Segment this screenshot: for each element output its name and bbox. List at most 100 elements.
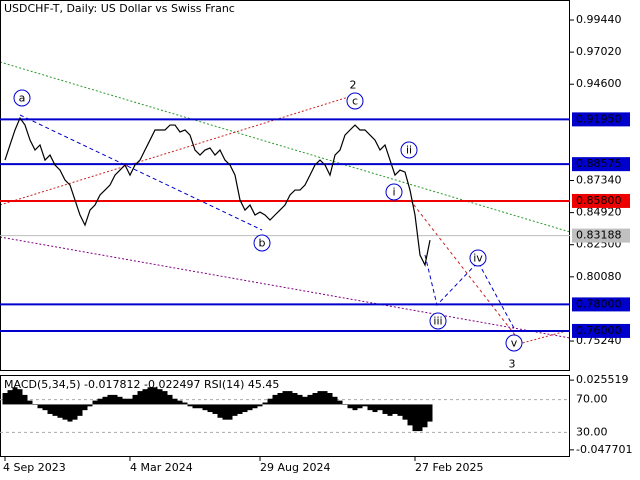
macd-bar xyxy=(77,404,83,416)
plot-frame xyxy=(0,0,570,371)
macd-bar xyxy=(372,404,378,413)
macd-bar xyxy=(287,391,293,405)
macd-bar xyxy=(172,398,178,405)
level-label: 0.88575 xyxy=(576,157,622,170)
chart-title: USDCHF-T, Daily: US Dollar vs Swiss Fran… xyxy=(4,2,235,15)
macd-bar xyxy=(362,404,368,407)
macd-bar xyxy=(2,393,8,405)
wave-circle xyxy=(13,89,31,107)
level-label: 0.85800 xyxy=(576,194,622,207)
macd-bar xyxy=(102,396,108,405)
macd-bar xyxy=(32,404,38,405)
macd-bar xyxy=(157,389,163,405)
wave-label: ii xyxy=(406,144,412,157)
macd-bar xyxy=(192,404,198,409)
macd-bar xyxy=(392,404,398,414)
macd-bar xyxy=(197,404,203,409)
macd-bar xyxy=(407,404,413,426)
macd-bar xyxy=(177,400,183,405)
y-tick-label: -0.047701 xyxy=(576,443,632,456)
macd-bar xyxy=(97,398,103,405)
indicator-frame xyxy=(0,375,570,457)
macd-bar xyxy=(352,404,358,411)
macd-bar xyxy=(222,404,228,420)
level-label: 0.76000 xyxy=(576,324,622,337)
macd-bar xyxy=(357,404,363,409)
wave-circle xyxy=(505,334,523,352)
macd-bar xyxy=(267,398,273,405)
macd-bar xyxy=(207,404,213,413)
macd-bar xyxy=(132,394,138,405)
macd-bar xyxy=(7,390,13,405)
level-label: 0.78000 xyxy=(576,297,622,310)
x-tick-label: 4 Sep 2023 xyxy=(3,461,66,474)
y-tick-label: 0.97020 xyxy=(576,45,622,58)
wave-label: b xyxy=(259,237,266,250)
macd-bar xyxy=(232,404,238,416)
wave-label: a xyxy=(19,92,26,105)
macd-bar xyxy=(17,389,23,405)
y-tick-label: 0.87340 xyxy=(576,174,622,187)
price-line xyxy=(4,116,431,267)
macd-bar xyxy=(87,404,93,407)
wave-label: c xyxy=(352,95,358,108)
macd-bar xyxy=(332,396,338,405)
macd-bar xyxy=(92,400,98,405)
wave-label: 2 xyxy=(350,79,357,92)
macd-bar xyxy=(107,394,113,405)
macd-bar xyxy=(52,404,58,416)
y-tick-label: 0.99440 xyxy=(576,13,622,26)
macd-bar xyxy=(72,404,78,420)
macd-bar xyxy=(312,393,318,405)
y-tick-label: 0.94600 xyxy=(576,77,622,90)
trend-line xyxy=(514,329,571,346)
trend-line xyxy=(409,199,516,336)
wave-projection xyxy=(424,254,516,331)
y-tick-label: 0.84920 xyxy=(576,206,622,219)
macd-bar xyxy=(112,394,118,405)
macd-bar xyxy=(162,391,168,405)
macd-bar xyxy=(212,404,218,414)
macd-bar xyxy=(57,404,63,418)
macd-bar xyxy=(262,402,268,405)
wave-label: iii xyxy=(433,315,442,328)
macd-bar xyxy=(217,404,223,418)
macd-bar xyxy=(292,393,298,405)
macd-bar xyxy=(147,387,153,405)
level-box xyxy=(572,193,630,208)
macd-bar xyxy=(117,396,123,405)
macd-bar xyxy=(242,404,248,413)
trend-line xyxy=(0,61,571,233)
wave-circle xyxy=(385,183,403,201)
macd-bar xyxy=(282,391,288,405)
macd-bar xyxy=(302,396,308,405)
macd-bar xyxy=(427,404,433,422)
macd-bar xyxy=(22,394,28,405)
macd-bar xyxy=(327,393,333,405)
y-tick-label: 0.80080 xyxy=(576,270,622,283)
macd-bar xyxy=(342,404,348,405)
macd-bar xyxy=(272,394,278,405)
macd-bar xyxy=(182,402,188,405)
macd-bar xyxy=(202,404,208,411)
wave-circle xyxy=(346,92,364,110)
x-tick-label: 29 Aug 2024 xyxy=(260,461,330,474)
trend-lines xyxy=(0,61,571,346)
x-tick-label: 4 Mar 2024 xyxy=(130,461,193,474)
trend-line xyxy=(0,236,571,339)
indicator-title: MACD(5,34,5) -0.017812 -0.022497 RSI(14)… xyxy=(4,378,279,391)
macd-bar xyxy=(247,404,253,411)
macd-bar xyxy=(402,404,408,420)
macd-bar xyxy=(412,404,418,432)
wave-label: iv xyxy=(473,252,483,265)
trend-line xyxy=(0,94,356,206)
macd-bar xyxy=(252,404,258,409)
wave-circle xyxy=(469,249,487,267)
level-box xyxy=(572,323,630,338)
trend-line xyxy=(19,114,263,231)
macd-bar xyxy=(152,387,158,405)
macd-bar xyxy=(82,404,88,411)
macd-bar xyxy=(62,404,68,420)
level-box xyxy=(572,297,630,312)
macd-bar xyxy=(277,393,283,405)
